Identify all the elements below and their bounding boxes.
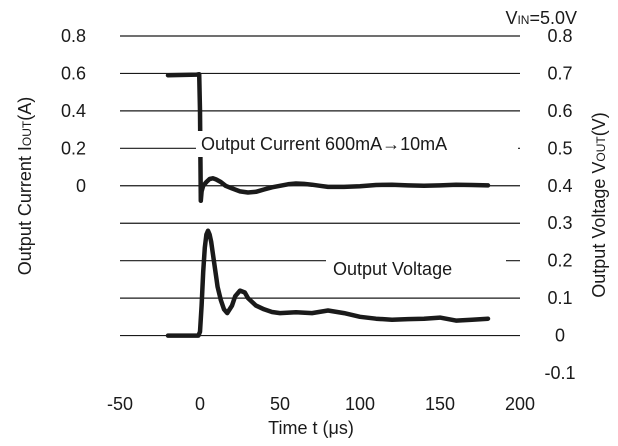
y-right-tick-label: 0.1 bbox=[547, 288, 572, 308]
x-label-main: Time t ( bbox=[268, 418, 328, 438]
condition-subscript: IN bbox=[517, 13, 529, 27]
y-right-tick-label: 0.4 bbox=[547, 176, 572, 196]
condition-label: VIN=5.0V bbox=[505, 8, 577, 28]
condition-prefix: V bbox=[505, 8, 517, 28]
x-label-unit: s) bbox=[339, 418, 354, 438]
x-tick-label: 200 bbox=[505, 394, 535, 414]
y-right-label-subscript: OUT bbox=[594, 136, 608, 162]
y-right-tick-label: 0 bbox=[555, 326, 565, 346]
voltage-annotation: Output Voltage bbox=[333, 259, 452, 279]
current-annotation: Output Current 600mA→10mA bbox=[201, 134, 447, 154]
x-tick-label: 50 bbox=[270, 394, 290, 414]
y-left-tick-label: 0.8 bbox=[61, 26, 86, 46]
voltage-annotation-bg bbox=[326, 256, 506, 282]
y-right-tick-label: 0.7 bbox=[547, 63, 572, 83]
x-tick-label: -50 bbox=[107, 394, 133, 414]
y-right-label-suffix: (V) bbox=[589, 112, 609, 136]
tick-labels: 0.8 0.6 0.4 0.2 0 0.8 0.7 0.6 0.5 0.4 0.3 0.2 0.1 0 -0… bbox=[61, 26, 576, 414]
y-left-tick-label: 0.4 bbox=[61, 101, 86, 121]
y-left-tick-label: 0.6 bbox=[61, 63, 86, 83]
x-tick-label: 100 bbox=[345, 394, 375, 414]
y-left-label-suffix: (A) bbox=[15, 97, 35, 121]
traces bbox=[165, 71, 491, 338]
y-left-label-subscript: OUT bbox=[20, 120, 34, 146]
y-right-tick-label: 0.6 bbox=[547, 101, 572, 121]
y-right-tick-label: 0.3 bbox=[547, 213, 572, 233]
y-right-axis-label: Output Voltage VOUT(V) bbox=[589, 112, 609, 297]
output-current-trace bbox=[165, 71, 491, 204]
y-right-tick-label: 0.8 bbox=[547, 26, 572, 46]
y-right-tick-label: -0.1 bbox=[544, 363, 575, 383]
current-annotation-bg bbox=[196, 131, 518, 157]
y-left-axis-label: Output Current IOUT(A) bbox=[15, 97, 35, 275]
y-right-label-main: Output Voltage V bbox=[589, 162, 609, 298]
condition-suffix: =5.0V bbox=[529, 8, 577, 28]
x-label-mu: μ bbox=[328, 418, 338, 438]
y-left-label-main: Output Current I bbox=[15, 146, 35, 275]
x-tick-label: 0 bbox=[195, 394, 205, 414]
x-tick-label: 150 bbox=[425, 394, 455, 414]
y-right-tick-label: 0.2 bbox=[547, 251, 572, 271]
current-annotation-tail: 10mA bbox=[400, 134, 447, 154]
y-left-tick-label: 0 bbox=[76, 176, 86, 196]
current-annotation-main: Output Current 600mA bbox=[201, 134, 382, 154]
output-voltage-trace bbox=[165, 228, 491, 338]
y-right-tick-label: 0.5 bbox=[547, 138, 572, 158]
y-left-tick-label: 0.2 bbox=[61, 138, 86, 158]
current-annotation-arrow: → bbox=[382, 134, 400, 154]
x-axis-label: Time t (μs) bbox=[268, 418, 354, 438]
